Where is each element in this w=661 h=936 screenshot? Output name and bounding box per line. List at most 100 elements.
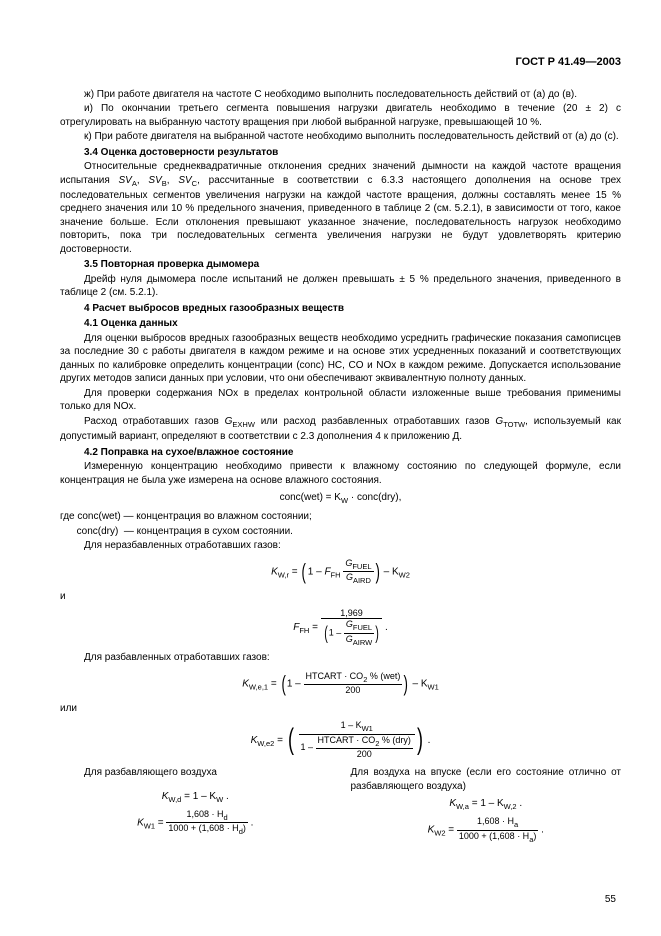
paren-l: (: [324, 623, 328, 644]
para-zh: ж) При работе двигателя на частоте C нео…: [60, 88, 621, 102]
section-3-5: 3.5 Повторная проверка дымомера: [60, 258, 621, 272]
d: 200: [316, 749, 413, 759]
sub: W,d: [168, 795, 181, 804]
eq: =: [155, 817, 166, 828]
section-4: 4 Расчет выбросов вредных газообразных в…: [60, 302, 621, 316]
frac: 1,608 · Ha 1000 + (1,608 · Ha): [457, 816, 538, 844]
para-4-1a: Для оценки выбросов вредных газообразных…: [60, 332, 621, 386]
sub: FUEL: [353, 623, 372, 632]
sub: B: [162, 179, 167, 188]
col1-title: Для разбавляющего воздуха: [60, 766, 331, 780]
d: 200: [304, 685, 403, 695]
d: ): [243, 823, 246, 833]
sub: AIRD: [353, 576, 371, 585]
sv: SV: [119, 175, 132, 186]
eq: =: [289, 566, 300, 577]
and: и: [60, 590, 621, 604]
t: = 1 – K: [469, 798, 504, 809]
formula-kwe1: KW,e,1 = (1 – HTCART · CO2 % (wet) 200 )…: [60, 669, 621, 699]
formula-kwd: KW,d = 1 – KW .: [60, 790, 331, 805]
t: conc(wet) = K: [280, 492, 341, 503]
frac: GFUEL GAIRD: [343, 558, 373, 586]
sub: a: [514, 820, 518, 829]
formula-kwa: KW,a = 1 – KW,2 .: [351, 797, 622, 812]
sub: W,e,1: [249, 682, 268, 691]
t: – K: [381, 566, 399, 577]
para-k: к) При работе двигателя на выбранной час…: [60, 130, 621, 144]
paren-r: ): [375, 557, 379, 587]
formula-kw1: KW1 = 1,608 · Hd 1000 + (1,608 · Hd) .: [60, 809, 331, 837]
d: 1000 + (1,608 · H: [459, 831, 529, 841]
frac: HTCART · CO2 % (wet) 200: [304, 671, 403, 696]
section-4-1: 4.1 Оценка данных: [60, 317, 621, 331]
n: % (dry): [379, 735, 411, 745]
t: 1 –: [287, 678, 304, 689]
formula-conc: conc(wet) = KW · conc(dry),: [60, 491, 621, 506]
t: – K: [410, 678, 428, 689]
sub: W,e2: [257, 739, 274, 748]
para-undiluted: Для неразбавленных отработавших газов:: [60, 539, 621, 553]
sub: W1: [144, 821, 155, 830]
k: K: [271, 566, 278, 577]
sv: SV: [178, 175, 191, 186]
sub: d: [224, 813, 228, 822]
d: 1000 + (1,608 · H: [168, 823, 238, 833]
paren-r: ): [375, 623, 379, 644]
formula-kwe2: KW,e2 = ( 1 – KW1 1 – HTCART · CO2 % (dr…: [60, 720, 621, 761]
t: .: [223, 791, 229, 802]
formula-kwr: KW,r = (1 – FFH GFUEL GAIRD ) – KW2: [60, 557, 621, 587]
sub: FUEL: [352, 561, 371, 570]
sub: W,r: [278, 570, 289, 579]
sub: TOTW: [503, 420, 525, 429]
sub: EXHW: [232, 420, 255, 429]
frac: 1 – KW1 1 – HTCART · CO2 % (dry) 200: [299, 720, 415, 759]
def-dry: conc(dry) — концентрация в сухом состоян…: [60, 525, 621, 539]
para-4-2: Измеренную концентрацию необходимо приве…: [60, 460, 621, 487]
frac: GFUEL GAIRW: [344, 619, 374, 647]
t: , рассчитанные в соответствии с 6.3.3 на…: [60, 175, 621, 255]
t: или расход разбавленных отработавших газ…: [255, 416, 495, 427]
paren-r: ): [417, 720, 423, 761]
paren-l: (: [288, 720, 294, 761]
t: 1 –: [329, 628, 344, 638]
frac: 1,969 (1 – GFUEL GAIRW ): [321, 608, 382, 647]
n: 1 – K: [341, 720, 362, 730]
sub: W1: [362, 724, 373, 733]
n: HTCART · CO: [318, 735, 376, 745]
sub: W1: [428, 682, 439, 691]
para-4-1b: Для проверки содержания NOx в пределах к…: [60, 387, 621, 414]
sub: A: [132, 179, 137, 188]
eq: =: [445, 825, 456, 836]
t: Расход отработавших газов: [84, 416, 225, 427]
sv: SV: [148, 175, 161, 186]
t: 1 –: [301, 742, 316, 752]
paren-l: (: [281, 669, 285, 699]
n: 1,608 · H: [187, 809, 224, 819]
formula-ffh: FFH = 1,969 (1 – GFUEL GAIRW ) .: [60, 608, 621, 647]
k: K: [449, 798, 456, 809]
n: HTCART · CO: [306, 671, 364, 681]
sub: W2: [399, 570, 410, 579]
doc-header: ГОСТ Р 41.49—2003: [60, 55, 621, 70]
sub: W,2: [504, 802, 517, 811]
sub: W2: [434, 829, 445, 838]
eq: =: [274, 735, 285, 746]
d: G: [346, 634, 353, 644]
paren-r: ): [404, 669, 408, 699]
sub: FH: [299, 626, 309, 635]
k: K: [137, 817, 144, 828]
frac: 1,608 · Hd 1000 + (1,608 · Hd): [166, 809, 247, 837]
t: 1 –: [308, 566, 325, 577]
or: или: [60, 702, 621, 716]
para-i: и) По окончании третьего сегмента повыше…: [60, 102, 621, 129]
col2-title: Для воздуха на впуске (если его состояни…: [351, 766, 622, 793]
frac: HTCART · CO2 % (dry) 200: [316, 735, 413, 760]
section-3-4: 3.4 Оценка достоверности результатов: [60, 146, 621, 160]
d: ): [533, 831, 536, 841]
eq: =: [309, 622, 320, 633]
t: .: [517, 798, 523, 809]
d: G: [346, 572, 353, 582]
two-column: Для разбавляющего воздуха KW,d = 1 – KW …: [60, 766, 621, 848]
n: % (wet): [367, 671, 400, 681]
k: K: [242, 678, 249, 689]
